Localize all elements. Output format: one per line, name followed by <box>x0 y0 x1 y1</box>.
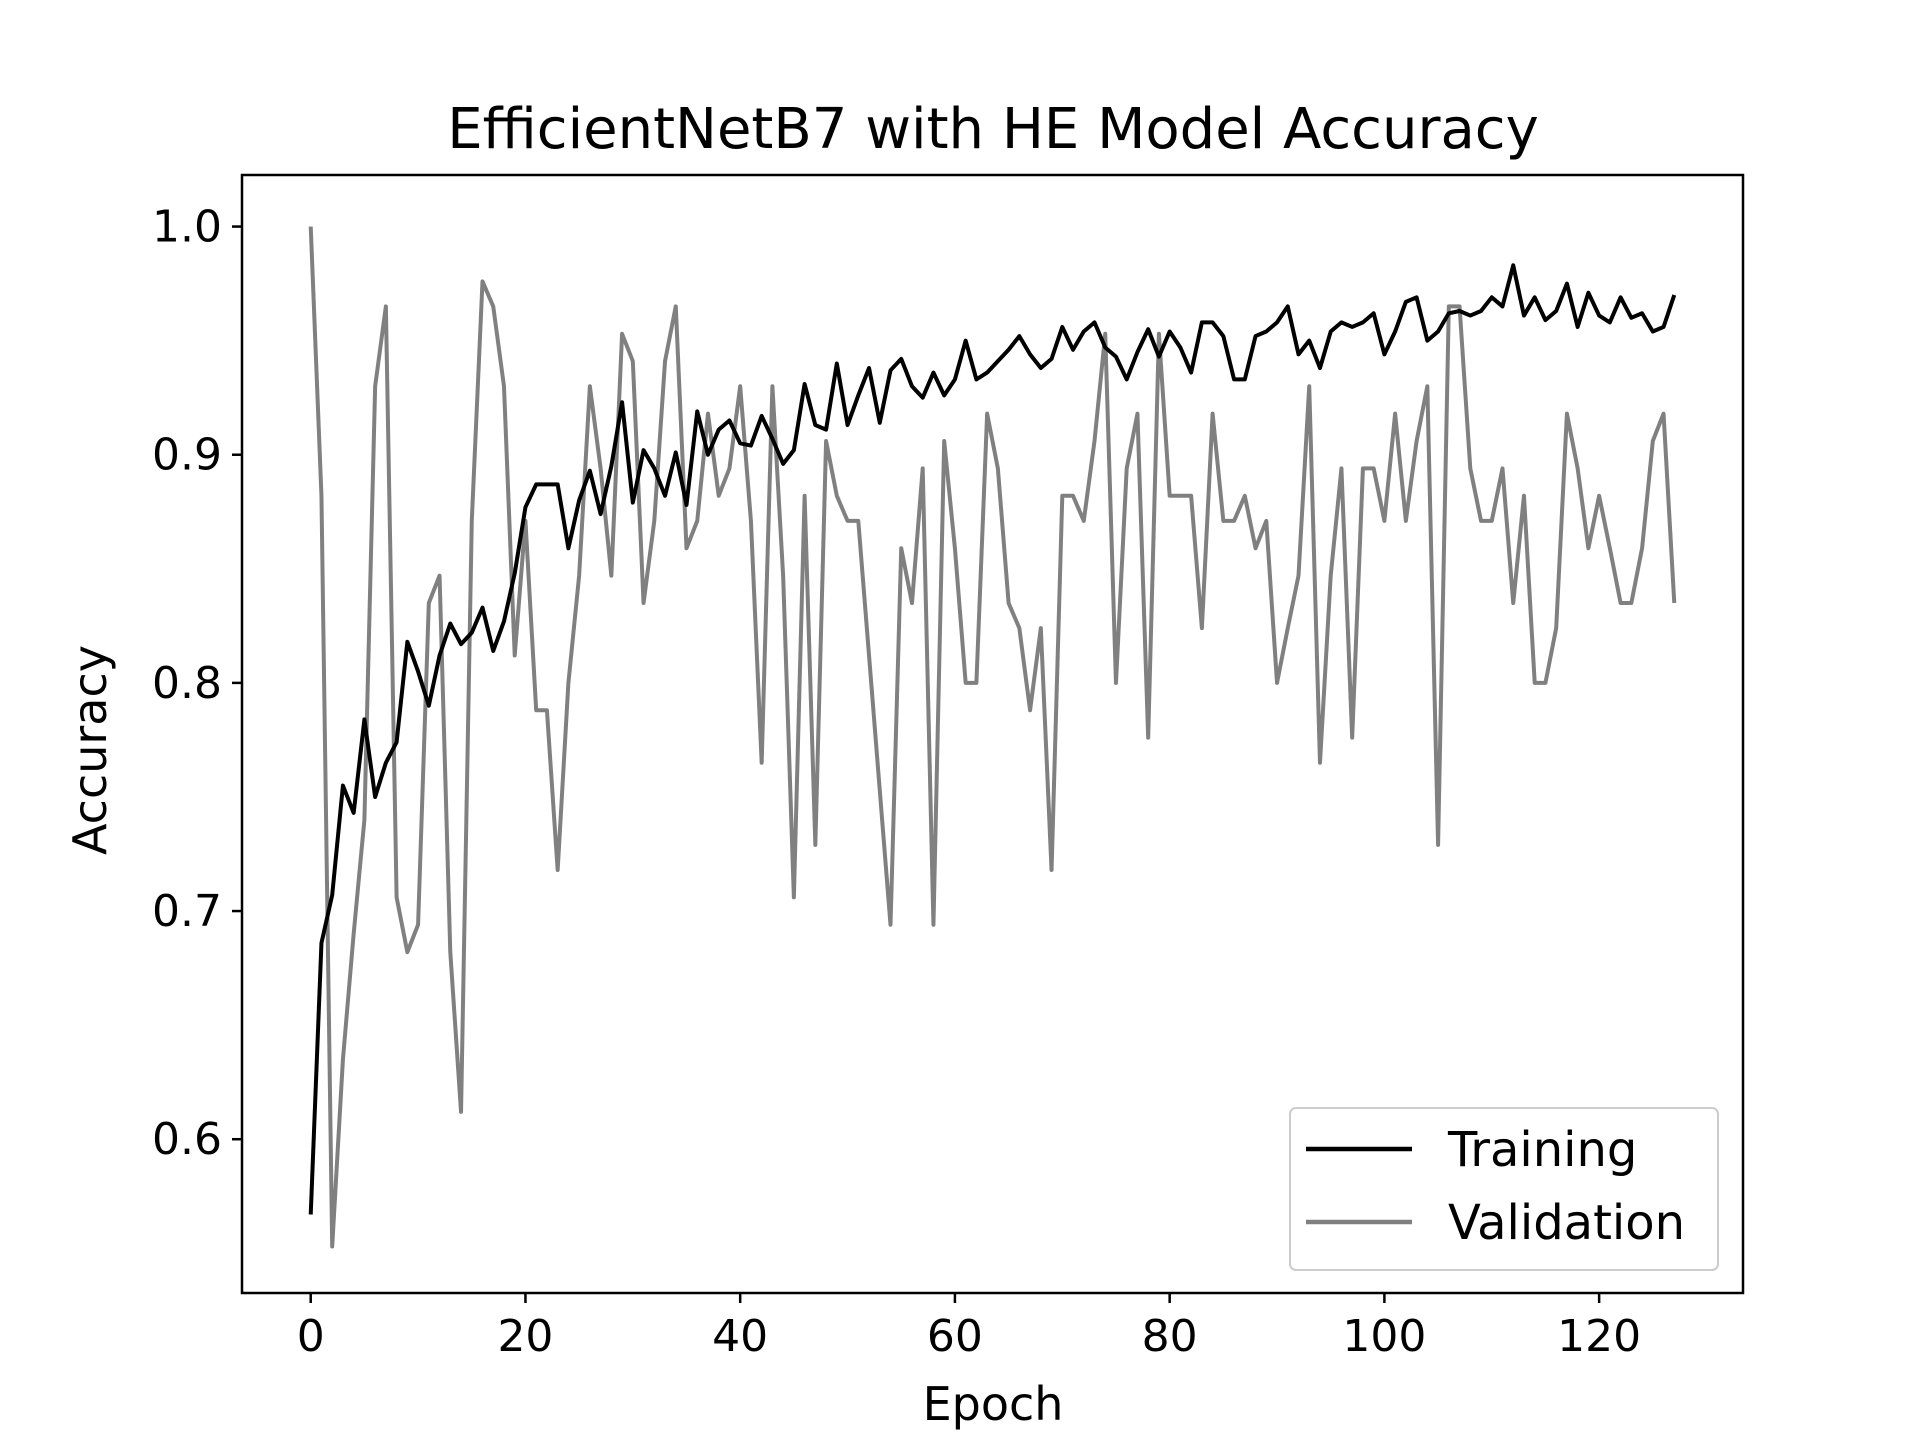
series-line-training <box>308 263 1677 1215</box>
chart-title: EfficientNetB7 with HE Model Accuracy <box>447 97 1538 162</box>
legend-label-training: Training <box>1447 1122 1637 1178</box>
x-tick-label: 20 <box>497 1311 553 1362</box>
y-tick-label: 0.7 <box>152 886 222 937</box>
series-line-validation <box>308 226 1677 1249</box>
x-tick-label: 100 <box>1342 1311 1426 1362</box>
y-axis-ticks: 0.6 0.7 0.8 0.9 1.0 <box>152 202 242 1165</box>
legend-label-validation: Validation <box>1448 1195 1685 1251</box>
y-tick-label: 1.0 <box>152 202 222 253</box>
x-tick-label: 40 <box>712 1311 768 1362</box>
x-tick-label: 60 <box>927 1311 983 1362</box>
x-axis-ticks: 0 20 40 60 80 100 120 <box>297 1293 1641 1362</box>
y-tick-label: 0.6 <box>152 1114 222 1165</box>
plot-area-frame <box>240 173 1745 1295</box>
x-tick-label: 80 <box>1142 1311 1198 1362</box>
x-tick-label: 120 <box>1557 1311 1641 1362</box>
x-tick-label: 0 <box>297 1311 325 1362</box>
y-axis-label: Accuracy <box>63 645 117 855</box>
y-tick-label: 0.8 <box>152 658 222 709</box>
x-axis-label: Epoch <box>923 1377 1064 1431</box>
y-tick-label: 0.9 <box>152 430 222 481</box>
series-layer <box>308 226 1677 1249</box>
legend: Training Validation <box>1289 1107 1719 1271</box>
